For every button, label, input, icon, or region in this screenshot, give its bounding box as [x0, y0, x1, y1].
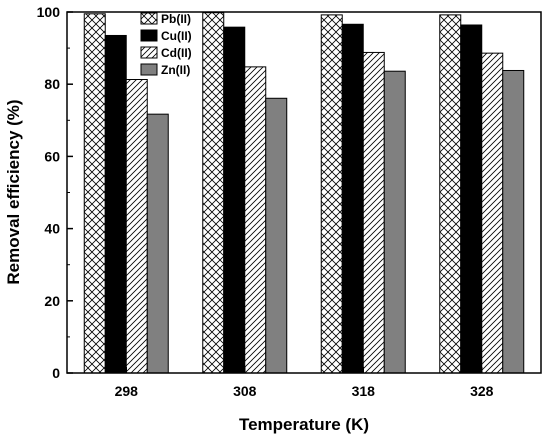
bar-cuii-328 — [460, 24, 483, 374]
bar-cdii-308 — [244, 66, 267, 374]
bar-znii-308 — [265, 97, 288, 374]
legend-swatch-cuii — [140, 29, 158, 42]
legend-swatch-pbii — [140, 12, 158, 25]
bar-pbii-318 — [320, 14, 343, 374]
y-tick-label-60: 60 — [44, 148, 60, 164]
legend: Pb(II) Cu(II) Cd(II) Zn(II) — [140, 12, 192, 77]
legend-swatch-znii — [140, 63, 158, 76]
y-axis-title: Removal efficiency (%) — [4, 99, 23, 284]
bar-pbii-298 — [83, 13, 106, 374]
bar-znii-328 — [502, 69, 525, 374]
bar-pbii-308 — [202, 12, 225, 374]
bar-znii-318 — [383, 70, 406, 374]
legend-label-cdii: Cd(II) — [161, 46, 192, 60]
legend-swatch-cdii — [140, 46, 158, 59]
bar-pbii-328 — [439, 14, 462, 374]
y-tick-label-80: 80 — [44, 76, 60, 92]
bar-znii-298 — [146, 113, 169, 374]
bar-cdii-298 — [125, 79, 148, 374]
legend-label-znii: Zn(II) — [161, 63, 190, 77]
legend-label-cuii: Cu(II) — [161, 29, 192, 43]
bar-cdii-328 — [481, 52, 504, 374]
x-tick-label-328: 328 — [470, 383, 494, 399]
bar-cdii-318 — [362, 51, 385, 374]
y-tick-label-100: 100 — [37, 4, 61, 20]
x-tick-label-318: 318 — [352, 383, 376, 399]
bar-cuii-318 — [341, 23, 364, 374]
x-tick-label-298: 298 — [115, 383, 139, 399]
y-tick-label-40: 40 — [44, 221, 60, 237]
x-tick-label-308: 308 — [233, 383, 257, 399]
axes-layer: 0 20 40 60 80 100 298 308 318 328 — [37, 4, 542, 399]
bar-cuii-308 — [223, 26, 246, 374]
y-tick-label-20: 20 — [44, 293, 60, 309]
x-axis-title: Temperature (K) — [239, 415, 369, 434]
bars-layer — [83, 12, 525, 374]
y-tick-label-0: 0 — [52, 365, 60, 381]
legend-label-pbii: Pb(II) — [161, 12, 191, 26]
bar-cuii-298 — [104, 34, 127, 374]
